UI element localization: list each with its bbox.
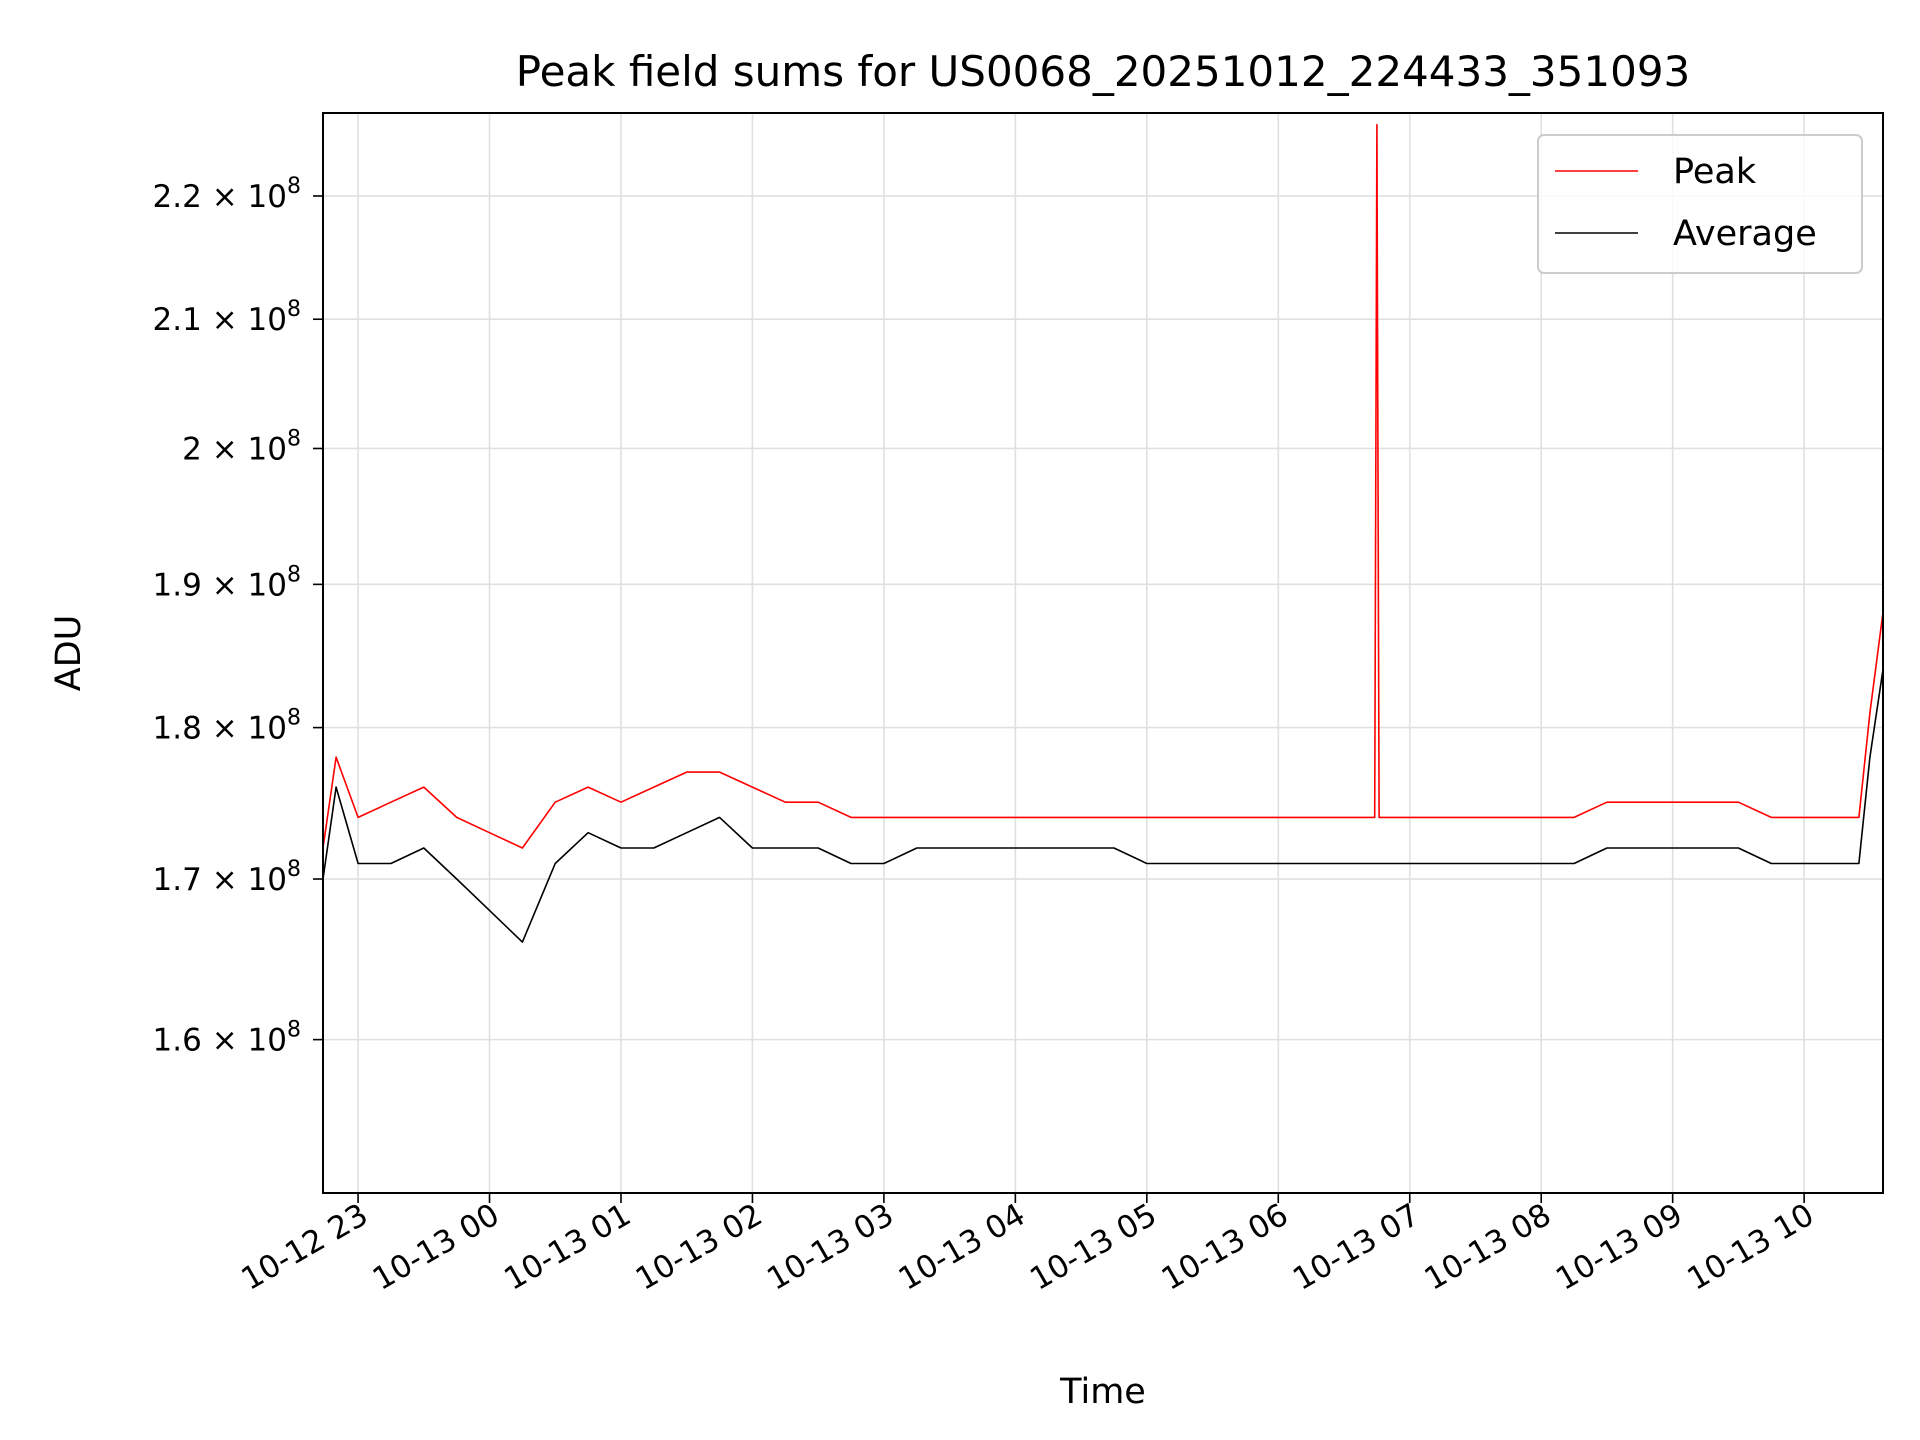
y-tick-exponent: 8: [287, 174, 301, 199]
y-tick-label: 1.6 × 108: [153, 1018, 301, 1059]
y-tick-label: 1.8 × 108: [153, 706, 301, 747]
y-tick-label: 1.9 × 108: [153, 562, 301, 603]
y-tick-mantissa: 1.8: [153, 711, 202, 747]
legend: Peak Average: [1537, 134, 1863, 274]
legend-peak-label: Peak: [1673, 152, 1757, 192]
y-tick-base: × 10: [202, 179, 287, 215]
y-tick-mantissa: 2.1: [153, 302, 202, 338]
y-tick-mantissa: 2: [182, 431, 202, 467]
y-tick-exponent: 8: [287, 297, 301, 322]
legend-average-label: Average: [1673, 214, 1817, 254]
y-tick-base: × 10: [202, 431, 287, 467]
y-tick-exponent: 8: [287, 426, 301, 451]
y-tick-base: × 10: [202, 302, 287, 338]
y-tick-label: 2.1 × 108: [153, 297, 301, 338]
y-tick-exponent: 8: [287, 1018, 301, 1043]
y-tick-mantissa: 1.7: [153, 862, 202, 898]
y-tick-label: 2.2 × 108: [153, 174, 301, 215]
y-axis-title: ADU: [49, 615, 89, 692]
y-tick-exponent: 8: [287, 706, 301, 731]
series-area: [323, 123, 1883, 943]
legend-box: [1537, 134, 1863, 274]
plot-frame: [322, 112, 1884, 1194]
y-tick-base: × 10: [202, 711, 287, 747]
y-tick-mantissa: 1.6: [153, 1023, 202, 1059]
y-tick-base: × 10: [202, 862, 287, 898]
y-tick-exponent: 8: [287, 562, 301, 587]
y-tick-label: 2 × 108: [182, 426, 301, 467]
x-axis-title: Time: [1059, 1372, 1146, 1412]
y-tick-exponent: 8: [287, 857, 301, 882]
y-tick-base: × 10: [202, 567, 287, 603]
chart-title: Peak field sums for US0068_20251012_2244…: [516, 47, 1691, 96]
y-tick-base: × 10: [202, 1023, 287, 1059]
series-line-peak: [323, 123, 1883, 849]
y-tick-mantissa: 2.2: [153, 179, 202, 215]
y-tick-mantissa: 1.9: [153, 567, 202, 603]
y-tick-label: 1.7 × 108: [153, 857, 301, 898]
series-line-average: [323, 669, 1883, 943]
